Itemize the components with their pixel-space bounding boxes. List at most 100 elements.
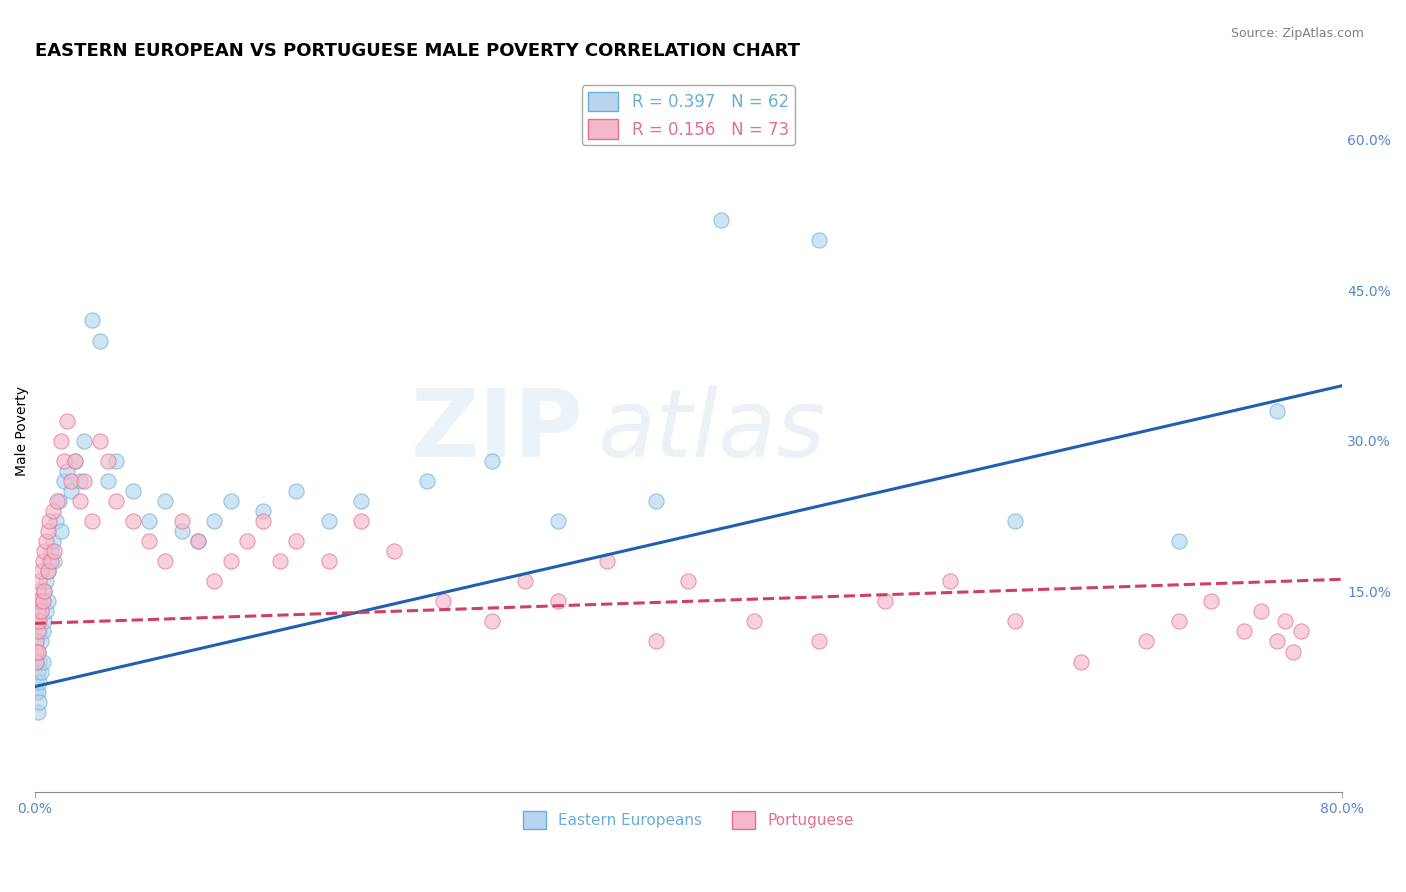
Point (31, 554, 53, 568)
Point (25, 594, 48, 608)
Point (202, 514, 225, 528)
Point (547, 514, 569, 528)
Point (1282, 644, 1305, 658)
Point (97, 454, 120, 468)
Point (25, 634, 48, 648)
Point (742, 615, 765, 629)
Point (28, 574, 51, 589)
Point (27, 644, 49, 658)
Point (155, 554, 177, 568)
Point (1265, 403, 1288, 417)
Point (44, 554, 66, 568)
Point (1201, 594, 1223, 608)
Point (187, 534, 209, 549)
Legend: Eastern Europeans, Portuguese: Eastern Europeans, Portuguese (516, 805, 860, 835)
Point (37, 564, 59, 578)
Point (285, 534, 308, 549)
Point (28, 695, 51, 709)
Point (105, 454, 128, 468)
Point (28, 655, 51, 669)
Point (121, 514, 143, 528)
Point (252, 514, 274, 528)
Point (34, 544, 56, 558)
Text: ZIP: ZIP (411, 384, 583, 477)
Point (30, 604, 52, 618)
Point (80, 313, 103, 327)
Point (39, 554, 62, 568)
Point (1291, 624, 1313, 639)
Point (53, 454, 76, 468)
Point (27, 604, 49, 618)
Point (1274, 615, 1296, 629)
Point (25, 655, 48, 669)
Point (25, 634, 48, 648)
Point (25, 674, 48, 689)
Point (34, 584, 56, 599)
Point (44, 544, 66, 558)
Point (72, 434, 94, 448)
Point (25, 684, 48, 698)
Text: Source: ZipAtlas.com: Source: ZipAtlas.com (1230, 27, 1364, 40)
Point (34, 615, 56, 629)
Point (45, 514, 67, 528)
Point (873, 594, 896, 608)
Point (382, 544, 405, 558)
Point (65, 454, 87, 468)
Point (1167, 534, 1189, 549)
Point (72, 474, 94, 488)
Point (31, 594, 53, 608)
Point (710, 213, 733, 227)
Point (269, 554, 291, 568)
Point (1135, 634, 1157, 648)
Point (513, 574, 536, 589)
Point (808, 233, 831, 247)
Point (37, 594, 59, 608)
Point (38, 514, 60, 528)
Point (1004, 615, 1026, 629)
Point (202, 574, 225, 589)
Point (170, 524, 193, 538)
Point (69, 494, 91, 508)
Point (808, 634, 831, 648)
Point (31, 594, 53, 608)
Point (59, 483, 82, 498)
Point (35, 534, 58, 549)
Point (39, 544, 62, 558)
Point (89, 434, 111, 448)
Point (27, 705, 49, 719)
Point (547, 594, 569, 608)
Point (416, 474, 439, 488)
Point (219, 554, 242, 568)
Point (1070, 655, 1092, 669)
Point (219, 494, 242, 508)
Point (30, 665, 52, 679)
Point (28, 615, 51, 629)
Point (59, 474, 82, 488)
Point (89, 334, 111, 348)
Point (30, 604, 52, 618)
Point (644, 494, 666, 508)
Point (37, 524, 59, 538)
Point (1167, 615, 1189, 629)
Point (1233, 624, 1256, 639)
Point (939, 574, 962, 589)
Point (121, 483, 143, 498)
Point (41, 534, 63, 549)
Point (252, 504, 274, 518)
Point (678, 574, 700, 589)
Point (350, 494, 373, 508)
Point (25, 615, 48, 629)
Point (46, 494, 69, 508)
Point (138, 514, 160, 528)
Point (56, 464, 79, 478)
Point (1004, 514, 1026, 528)
Point (27, 615, 49, 629)
Point (27, 644, 49, 658)
Point (30, 634, 52, 648)
Point (187, 534, 209, 549)
Point (56, 414, 79, 428)
Point (595, 554, 617, 568)
Point (35, 574, 58, 589)
Point (41, 504, 63, 518)
Point (105, 494, 128, 508)
